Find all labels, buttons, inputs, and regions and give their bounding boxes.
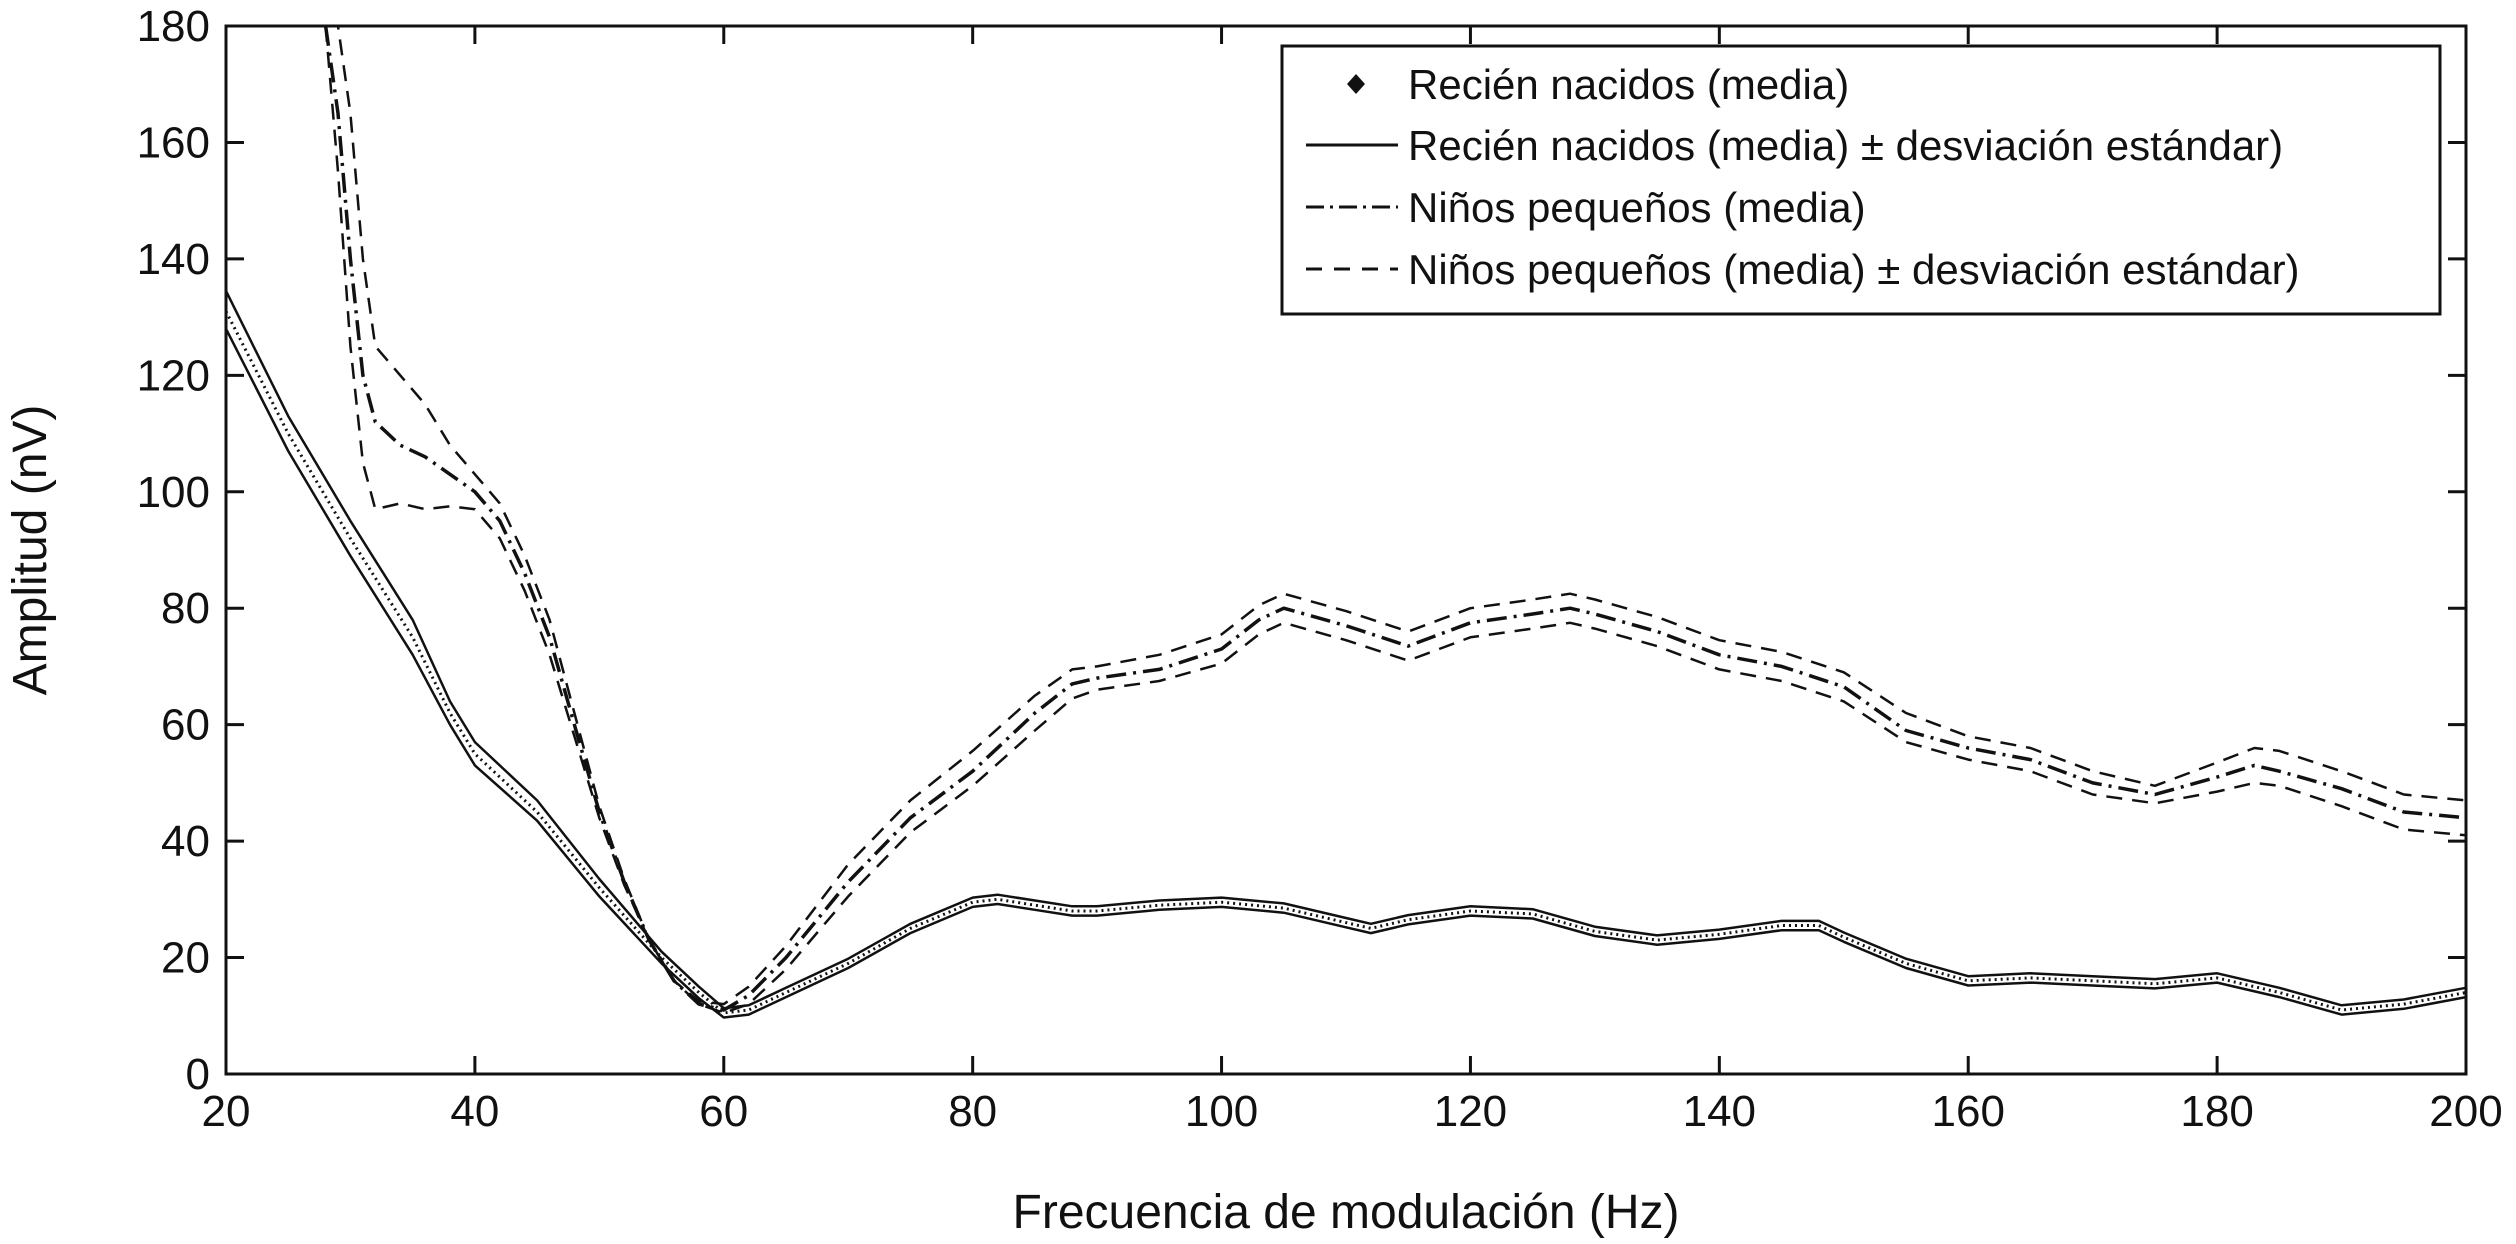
x-tick-label-200: 200 [2429, 1087, 2502, 1136]
y-tick-label-120: 120 [137, 351, 210, 400]
x-tick-label-20: 20 [202, 1087, 251, 1136]
series-line-child-lower-sd [324, 25, 2467, 1015]
x-tick-label-100: 100 [1185, 1087, 1258, 1136]
x-tick-label-120: 120 [1434, 1087, 1507, 1136]
plot-frame [224, 24, 2468, 1076]
x-tick-label-180: 180 [2180, 1087, 2253, 1136]
series-line-newborn-upper-sd [224, 290, 2467, 1010]
ticks-layer: 20 40 60 80 100 120 140 160 180 20002040608010012… [137, 2, 2503, 1136]
y-tick-label-160: 160 [137, 118, 210, 167]
y-tick-label-0: 0 [186, 1050, 210, 1099]
x-axis-title: Frecuencia de modulación (Hz) [1013, 1186, 1680, 1239]
series-line-child-mean [323, 25, 2467, 1012]
y-tick-label-80: 80 [161, 584, 210, 633]
x-tick-label-60: 60 [699, 1087, 748, 1136]
legend-label-child-mean: Niños pequeños (media) [1408, 184, 1866, 231]
y-tick-label-100: 100 [137, 468, 210, 517]
y-tick-label-60: 60 [161, 701, 210, 750]
series-layer [224, 24, 2467, 1019]
y-tick-label-40: 40 [161, 817, 210, 866]
x-tick-label-40: 40 [450, 1087, 499, 1136]
x-tick-label-80: 80 [948, 1087, 997, 1136]
y-tick-label-180: 180 [137, 2, 210, 51]
legend-label-child-sd: Niños pequeños (media) ± desviación está… [1408, 246, 2300, 293]
x-tick-label-140: 140 [1683, 1087, 1756, 1136]
y-axis-title: Amplitud (nV) [4, 405, 57, 696]
legend-label-newborn-mean: Recién nacidos (media) [1408, 61, 1849, 108]
legend-marker-diamond [1347, 74, 1365, 94]
legend-box [1280, 44, 2442, 316]
series-line-child-upper-sd [325, 24, 2467, 1006]
legend-label-newborn-sd: Recién nacidos (media) ± desviación está… [1408, 122, 2283, 169]
series-line-newborn-mean [224, 310, 2467, 1015]
y-tick-label-20: 20 [161, 934, 210, 983]
x-tick-label-160: 160 [1932, 1087, 2005, 1136]
legend: Recién nacidos (media) Recién nacidos (m… [1280, 44, 2442, 316]
series-line-newborn-lower-sd [224, 328, 2467, 1019]
y-tick-label-140: 140 [137, 235, 210, 284]
